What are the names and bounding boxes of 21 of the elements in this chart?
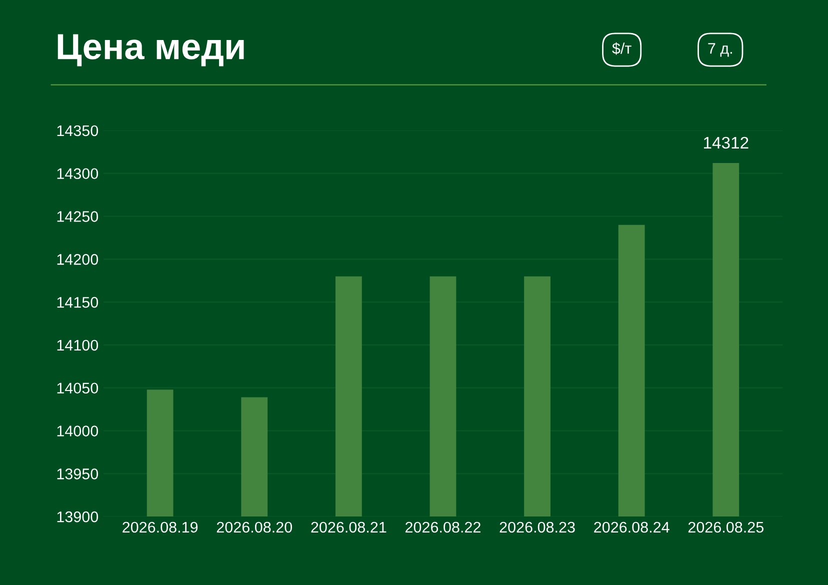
x-tick-label: 2026.08.23 <box>500 522 575 533</box>
y-tick-label: 14050 <box>57 382 98 394</box>
x-tick-label: 2026.08.21 <box>311 522 386 533</box>
x-tick-label: 2026.08.22 <box>406 522 480 533</box>
y-tick-label: 14150 <box>57 296 98 308</box>
chart-title: Цена меди <box>58 34 244 66</box>
text: 7 д. <box>708 43 732 57</box>
y-tick-label: 14000 <box>57 426 98 436</box>
y-tick-label: 14250 <box>57 211 98 222</box>
y-tick-label: 14300 <box>57 168 98 180</box>
x-tick-label: 2026.08.19 <box>122 522 198 533</box>
y-tick-label: 14100 <box>57 340 98 351</box>
x-tick-label: 2026.08.20 <box>216 522 292 533</box>
y-tick-label: 14350 <box>57 125 98 136</box>
x-tick-label: 2026.08.24 <box>594 522 670 533</box>
y-tick-label: 13950 <box>57 468 98 480</box>
data-label: 14312 <box>704 136 748 149</box>
y-tick-label: 14200 <box>57 254 98 265</box>
text: $/т <box>612 42 632 55</box>
x-tick-label: 2026.08.25 <box>688 522 764 533</box>
y-tick-label: 13900 <box>57 511 98 522</box>
